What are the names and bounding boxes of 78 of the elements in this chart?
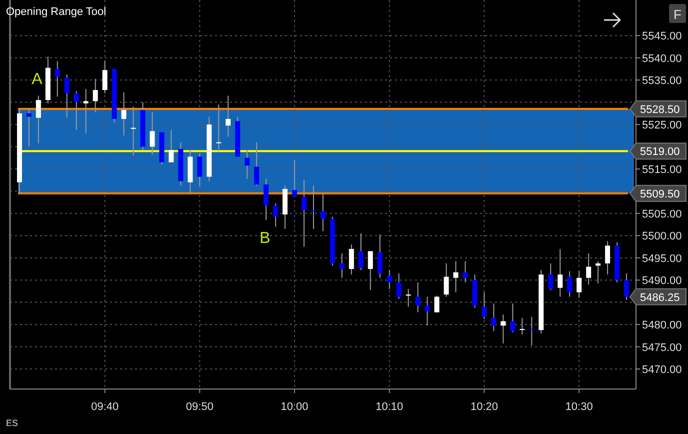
candlestick [74,90,79,131]
candlestick [64,74,70,118]
candlestick [150,112,155,155]
y-tick-label: 5545.00 [642,30,682,43]
candlestick [36,95,41,144]
candlestick [567,270,572,298]
x-tick-label: 10:20 [470,401,498,413]
candlestick [605,240,610,276]
candlestick [83,88,88,134]
candlestick [462,260,468,283]
text: ES [6,418,18,428]
candlestick [264,178,269,221]
candlestick [244,150,250,180]
candlestick [368,250,373,291]
ref-line-label: 5519.00 [640,146,680,158]
candlestick [510,302,516,333]
text: Opening Range Tool [6,6,106,18]
candlestick [406,288,411,308]
ref-line-label: 5528.50 [640,104,680,116]
candlestick [216,104,222,152]
y-tick-label: 5475.00 [642,342,682,354]
candlestick [482,292,487,320]
candlestick [226,95,231,138]
candlestick [320,192,326,232]
candlestick [310,185,316,230]
candlestick [292,160,298,198]
candlestick [197,152,202,188]
candlestick [424,296,430,326]
candlestick [168,130,174,163]
ref-line-label: 5509.50 [640,188,680,200]
candlestick [453,260,458,293]
candlestick [26,110,32,148]
x-tick-label: 09:50 [186,401,214,413]
candlestick [491,302,496,332]
button: F [669,4,686,23]
text: 5486.25 [640,292,680,304]
candlestick [529,316,534,346]
y-tick-label: 5505.00 [642,208,682,220]
candlestick [444,262,449,298]
candlestick [386,270,392,290]
candlestick [558,248,563,298]
y-tick-label: 5480.00 [642,320,682,332]
y-tick-label: 5535.00 [642,75,682,88]
y-tick-label: 5490.00 [642,275,682,288]
y-tick-label: 5470.00 [642,364,682,376]
candlestick [273,202,278,228]
candlestick [434,295,440,313]
x-tick-label: 10:10 [376,401,404,413]
candlestick [102,60,108,94]
y-tick-label: 5495.00 [642,252,682,265]
candlestick [302,180,307,248]
candlestick [130,106,136,156]
candlestick [348,244,354,276]
candlestick [54,60,60,98]
candlestick [396,272,402,300]
candlestick [520,317,525,336]
candlestick [92,78,98,113]
candlestick [586,252,592,286]
y-tick-label: 5515.00 [642,164,682,176]
candlestick [121,92,126,136]
candlestick [500,314,506,344]
x-tick-label: 09:40 [91,401,119,413]
candlestick [415,282,420,313]
candlestick [358,232,364,271]
candlestick [596,260,601,284]
y-tick-label: 5540.00 [642,52,682,65]
candlestick [548,262,554,291]
candlestick [576,270,582,298]
x-tick-label: 10:00 [280,401,308,413]
y-tick-label: 5500.00 [642,230,682,243]
candlestick [339,252,344,278]
y-tick-label: 5525.00 [642,119,682,132]
candlestick [254,142,260,186]
x-tick-label: 10:30 [565,401,593,413]
annotation: B [260,230,270,247]
annotation: A [32,71,43,88]
candlestick [624,272,629,301]
candlestick [377,234,382,278]
